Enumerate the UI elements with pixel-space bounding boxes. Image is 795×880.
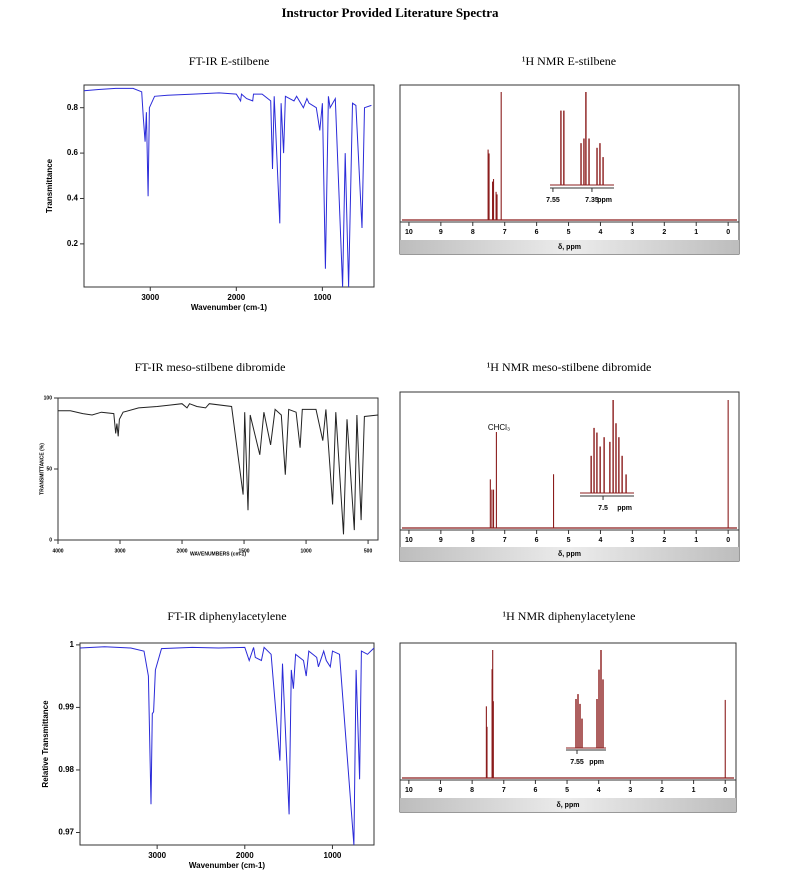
x-tick-label: 500 (364, 548, 373, 554)
x-tick-label: 2000 (236, 851, 254, 860)
spectrum-line (58, 403, 379, 535)
y-axis-label: TRANSMITTANCE (%) (39, 443, 45, 495)
x-tick-label: 10 (405, 229, 413, 236)
x-axis-label: δ, ppm (558, 244, 581, 251)
x-tick-label: 8 (471, 229, 475, 236)
x-tick-label: 2 (660, 787, 664, 794)
x-axis-label: ppm (589, 759, 604, 766)
y-tick-label: 50 (46, 466, 52, 472)
chart-title: FT-IR diphenylacetylene (167, 609, 286, 623)
x-tick-label: 6 (533, 787, 537, 794)
x-tick-label: 0 (726, 537, 730, 544)
y-axis-label: Transmittance (45, 158, 54, 213)
plot-frame (399, 391, 740, 562)
y-tick-label: 0.98 (58, 765, 74, 774)
x-tick-label: 7.5 (598, 505, 608, 512)
x-tick-label: 4000 (52, 548, 63, 554)
x-tick-label: 3000 (141, 293, 159, 302)
plot-frame (79, 642, 375, 846)
y-tick-label: 0 (49, 537, 52, 543)
axis-bar (400, 240, 739, 254)
x-tick-label: 7.35 (585, 197, 599, 204)
chart-title: ¹H NMR meso-stilbene dibromide (487, 360, 652, 374)
plot-frame (83, 84, 375, 288)
x-tick-label: 2000 (227, 293, 245, 302)
x-axis-label: δ, ppm (557, 802, 580, 809)
x-tick-label: 7.55 (546, 197, 560, 204)
chart-title: ¹H NMR diphenylacetylene (503, 609, 636, 623)
x-tick-label: 0 (723, 787, 727, 794)
spectrum-line (83, 87, 372, 288)
x-tick-label: 5 (567, 537, 571, 544)
x-axis-label: Wavenumber (cm-1) (191, 303, 268, 312)
x-tick-label: 4 (599, 537, 603, 544)
x-axis-label: ppm (617, 505, 632, 512)
x-tick-label: 3 (630, 229, 634, 236)
x-tick-label: 3 (630, 537, 634, 544)
x-tick-label: 10 (405, 537, 413, 544)
x-tick-label: 1000 (300, 548, 311, 554)
y-tick-label: 100 (44, 395, 53, 401)
x-axis-label: ppm (597, 197, 612, 204)
chart-title: FT-IR E-stilbene (189, 54, 270, 68)
axis-bar (400, 547, 739, 561)
x-tick-label: 2 (662, 229, 666, 236)
x-axis-label: δ, ppm (558, 551, 581, 558)
y-tick-label: 0.6 (67, 148, 79, 157)
x-tick-label: 4 (597, 787, 601, 794)
x-tick-label: 2 (662, 537, 666, 544)
x-tick-label: 10 (405, 787, 413, 794)
x-tick-label: 1000 (324, 851, 342, 860)
x-tick-label: 9 (439, 229, 443, 236)
spectrum-line (79, 646, 375, 846)
x-tick-label: 7 (503, 537, 507, 544)
y-tick-label: 0.2 (67, 239, 79, 248)
x-tick-label: 5 (567, 229, 571, 236)
x-tick-label: 1000 (313, 293, 331, 302)
x-tick-label: 3000 (148, 851, 166, 860)
x-tick-label: 0 (726, 229, 730, 236)
y-tick-label: 1 (70, 640, 75, 649)
x-tick-label: 2000 (176, 548, 187, 554)
y-tick-label: 0.8 (67, 103, 79, 112)
x-tick-label: 8 (470, 787, 474, 794)
x-tick-label: 1 (692, 787, 696, 794)
x-tick-label: 8 (471, 537, 475, 544)
x-tick-label: 3 (628, 787, 632, 794)
x-tick-label: 6 (535, 537, 539, 544)
chart-title: ¹H NMR E-stilbene (522, 54, 616, 68)
axis-bar (400, 798, 736, 812)
x-axis-label: WAVENUMBERS (cm-1) (190, 551, 246, 557)
x-tick-label: 6 (535, 229, 539, 236)
y-tick-label: 0.99 (58, 703, 74, 712)
x-tick-label: 1500 (238, 548, 249, 554)
y-tick-label: 0.97 (58, 828, 74, 837)
x-axis-label: Wavenumber (cm-1) (189, 861, 266, 870)
y-axis-label: Relative Transmittance (41, 700, 50, 788)
x-tick-label: 9 (439, 787, 443, 794)
x-tick-label: 3000 (114, 548, 125, 554)
x-tick-label: 7 (502, 787, 506, 794)
x-tick-label: 7 (503, 229, 507, 236)
x-tick-label: 5 (565, 787, 569, 794)
x-tick-label: 1 (694, 229, 698, 236)
page-title: Instructor Provided Literature Spectra (282, 5, 499, 20)
peak-annotation: CHCl₃ (488, 423, 510, 432)
x-tick-label: 1 (694, 537, 698, 544)
y-tick-label: 0.4 (67, 194, 79, 203)
x-tick-label: 7.55 (570, 759, 584, 766)
x-tick-label: 4 (599, 229, 603, 236)
x-tick-label: 9 (439, 537, 443, 544)
chart-title: FT-IR meso-stilbene dibromide (135, 360, 286, 374)
